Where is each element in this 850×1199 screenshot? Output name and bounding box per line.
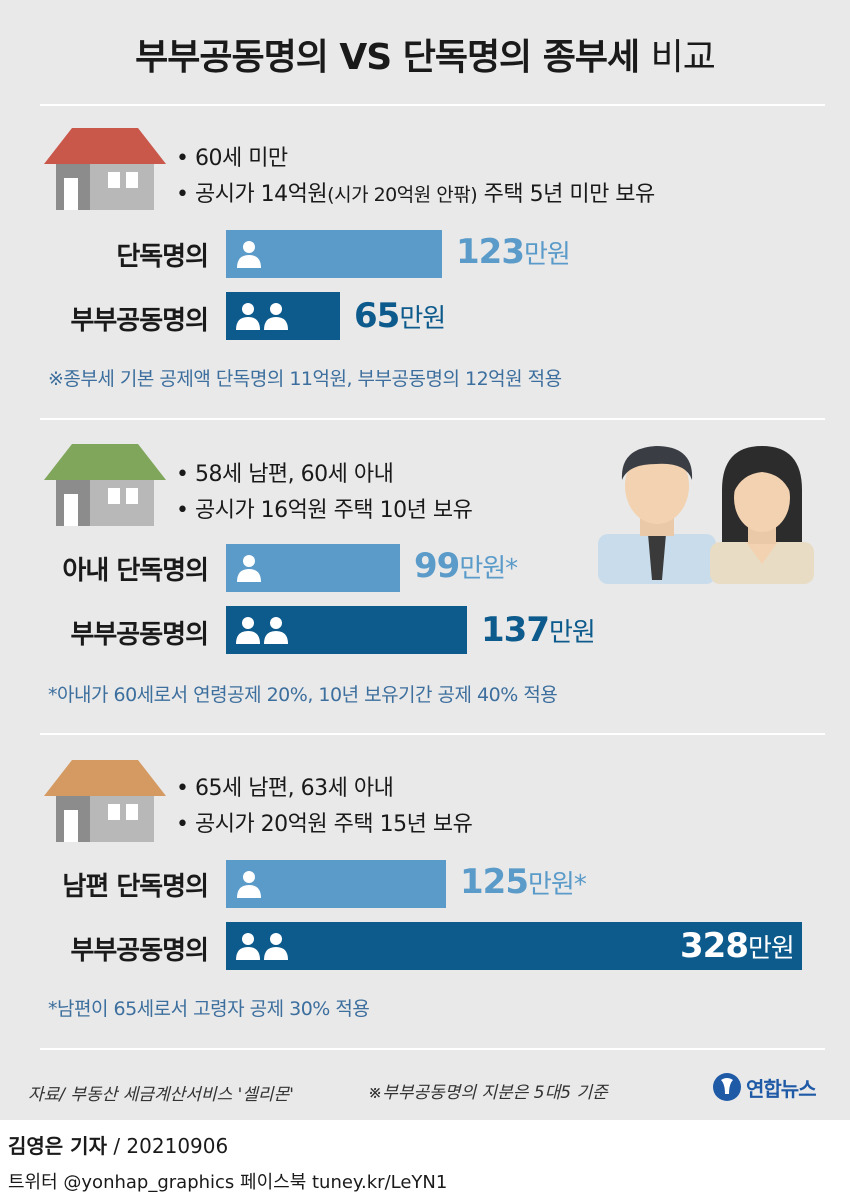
couple-icon: [236, 303, 288, 330]
couple-illustration-icon: [598, 446, 814, 584]
case2-row2-label: 부부공동명의: [70, 620, 209, 650]
house-green-roof-icon: [44, 444, 166, 526]
case3-single-value: 125만원*: [460, 862, 587, 902]
case2-bullet-house: • 공시가 16억원 주택 10년 보유: [176, 498, 473, 523]
case1-joint-bar: [226, 292, 340, 340]
case3-single-bar: [226, 860, 446, 908]
person-icon: [237, 555, 261, 582]
case3-joint-bar: [226, 922, 802, 970]
divider: [40, 1048, 825, 1050]
case3-bullet-house: • 공시가 20억원 주택 15년 보유: [176, 812, 473, 837]
title-suffix: 비교: [650, 37, 716, 78]
case1-row2-label: 부부공동명의: [70, 306, 209, 336]
reporter-credit: 김영은 기자 / 20210906: [8, 1134, 229, 1158]
case1-single-bar: [226, 230, 442, 278]
yonhap-logo-icon: [713, 1073, 741, 1101]
person-icon: [237, 871, 261, 898]
person-icon: [237, 241, 261, 268]
house-orange-roof-icon: [44, 760, 166, 842]
ownership-basis-note: ※부부공동명의 지분은 5대5 기준: [368, 1083, 608, 1103]
case1-single-value: 123만원: [456, 232, 571, 272]
case1-joint-value: 65만원: [354, 296, 446, 336]
case3-joint-value: 328만원: [680, 926, 795, 966]
divider: [40, 733, 825, 735]
case2-note: *아내가 60세로서 연령공제 20%, 10년 보유기간 공제 40% 적용: [48, 684, 558, 706]
case1-bullet-age: • 60세 미만: [176, 146, 288, 171]
case1-bullet-house: • 공시가 14억원(시가 20억원 안팎) 주택 5년 미만 보유: [176, 182, 655, 207]
case2-joint-value: 137만원: [481, 610, 596, 650]
case3-row1-label: 남편 단독명의: [62, 872, 209, 902]
divider: [40, 104, 825, 106]
social-credit: 트위터 @yonhap_graphics 페이스북 tuney.kr/LeYN1: [8, 1172, 448, 1193]
title-main: 부부공동명의 VS 단독명의 종부세: [135, 37, 640, 78]
divider: [40, 418, 825, 420]
case2-row1-label: 아내 단독명의: [62, 556, 209, 586]
couple-icon: [236, 933, 288, 960]
case2-single-bar: [226, 544, 400, 592]
case3-bullet-age: • 65세 남편, 63세 아내: [176, 776, 394, 801]
case2-bullet-age: • 58세 남편, 60세 아내: [176, 462, 394, 487]
page-title: 부부공동명의 VS 단독명의 종부세 비교: [0, 28, 850, 80]
yonhap-logo: 연합뉴스: [712, 1072, 817, 1102]
case3-row2-label: 부부공동명의: [70, 936, 209, 966]
case1-row1-label: 단독명의: [116, 242, 209, 272]
case3-note: *남편이 65세로서 고령자 공제 30% 적용: [48, 998, 370, 1020]
couple-icon: [236, 617, 288, 644]
case1-note: ※종부세 기본 공제액 단독명의 11억원, 부부공동명의 12억원 적용: [48, 368, 562, 390]
case2-joint-bar: [226, 606, 467, 654]
logo-text: 연합뉴스: [746, 1076, 817, 1101]
house-red-roof-icon: [44, 128, 166, 210]
case2-single-value: 99만원*: [414, 546, 518, 586]
source-text: 자료/ 부동산 세금계산서비스 '셀리몬': [28, 1085, 294, 1105]
